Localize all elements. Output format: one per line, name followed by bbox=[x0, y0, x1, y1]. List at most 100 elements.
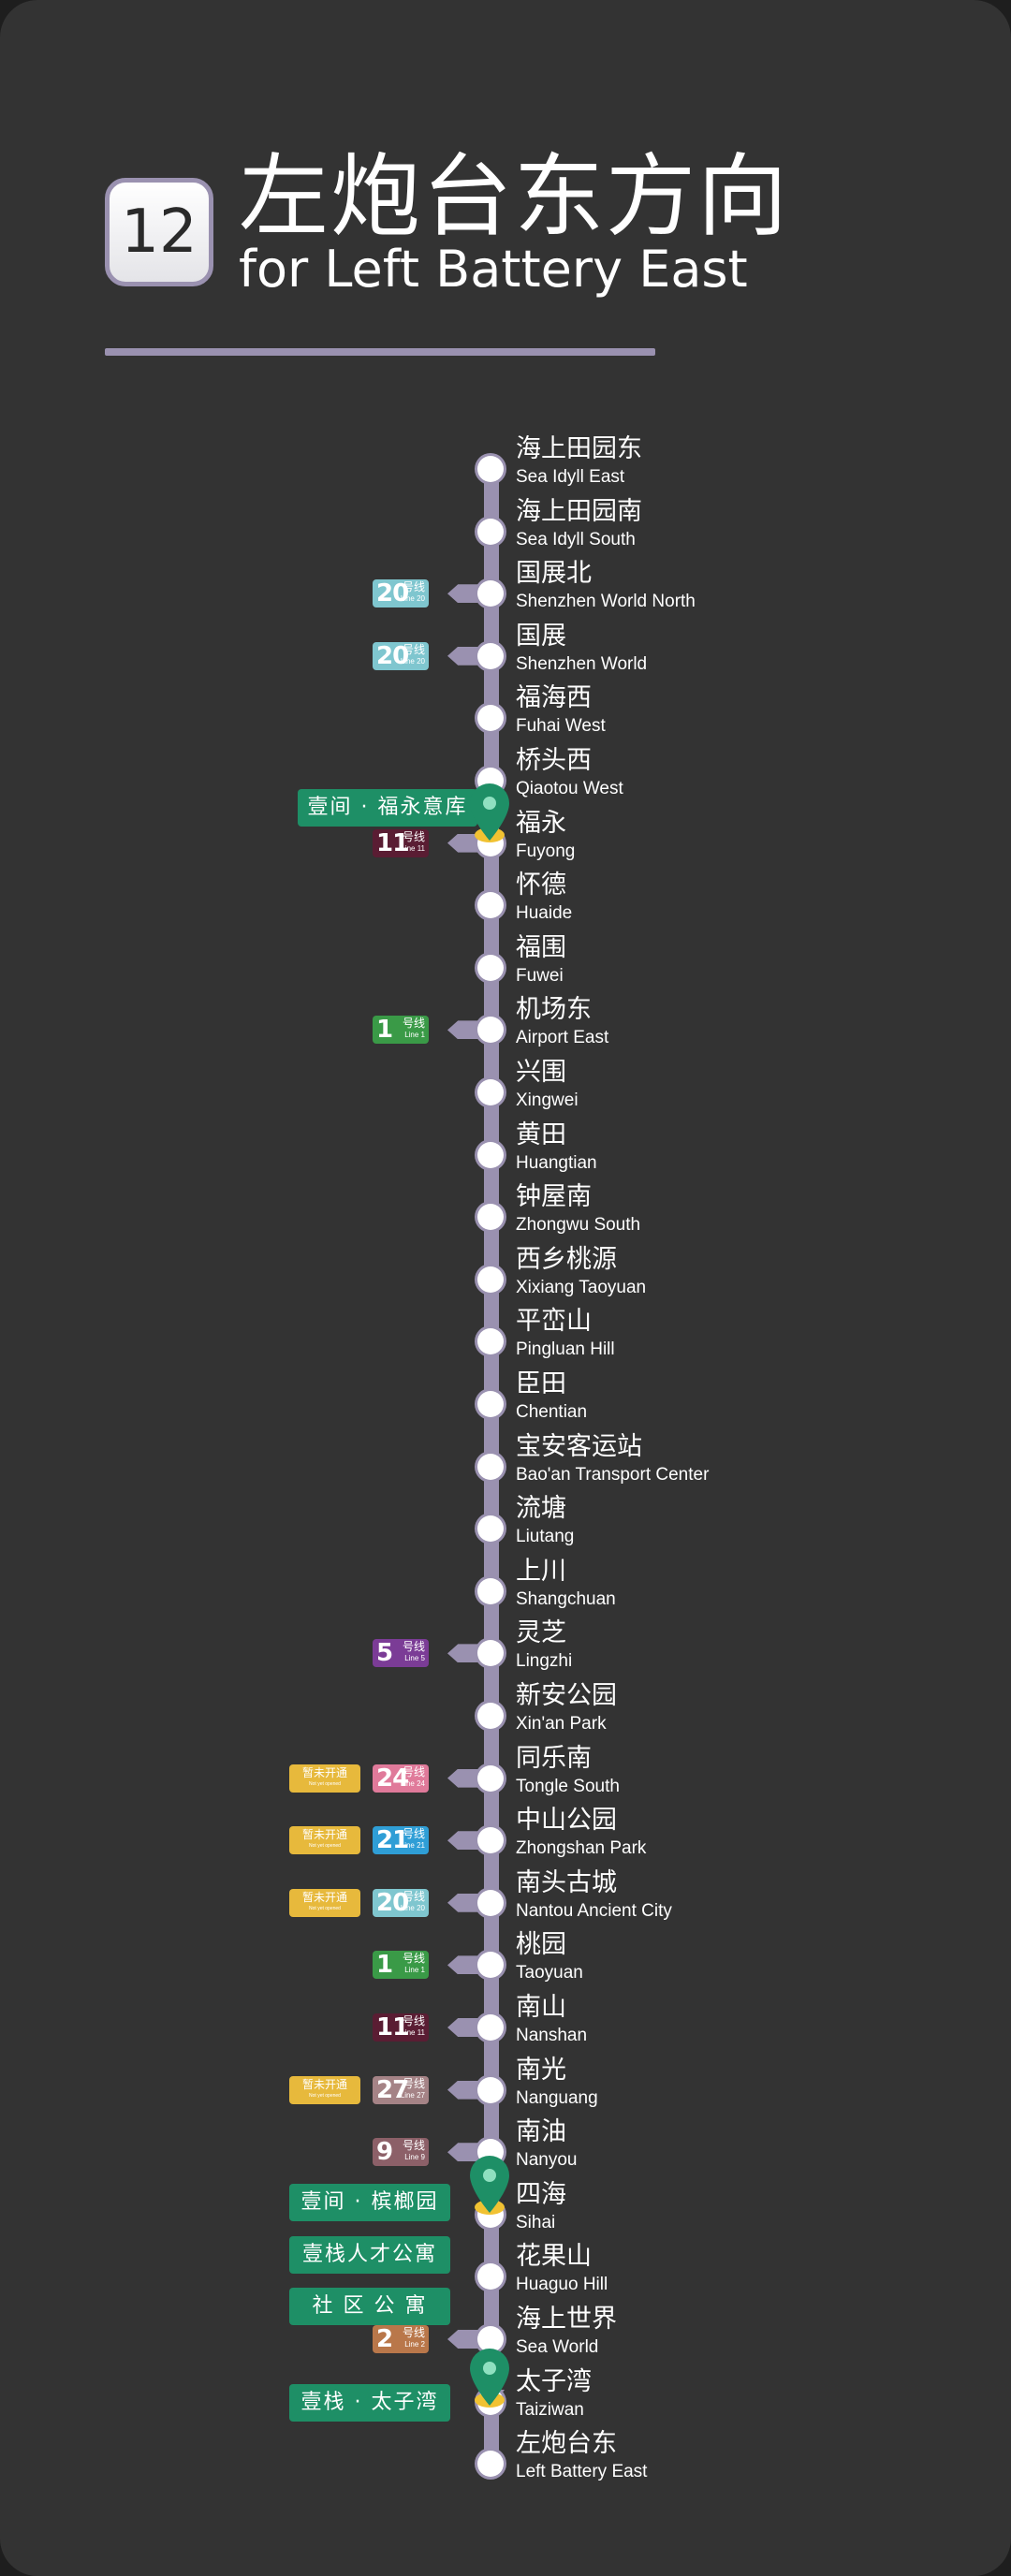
station-name-en: Nanguang bbox=[516, 2087, 598, 2108]
station-name-en: Xixiang Taoyuan bbox=[516, 1277, 647, 1297]
transfer-line-badge: 27 号线 Line 27 bbox=[373, 2075, 429, 2104]
station-row: 宝安客运站 Bao'an Transport Center bbox=[0, 1432, 1011, 1498]
station-name-en: Chentian bbox=[516, 1402, 588, 1422]
station-dot-icon bbox=[477, 1453, 504, 1480]
station-name-en: Sea Idyll East bbox=[516, 467, 625, 487]
station-name-en: Bao'an Transport Center bbox=[516, 1464, 710, 1485]
transfer-connector bbox=[447, 2143, 485, 2162]
station-name-zh: 平峦山 bbox=[516, 1307, 592, 1337]
station-row: 平峦山 Pingluan Hill bbox=[0, 1307, 1011, 1372]
station-name-zh: 南光 bbox=[516, 2055, 566, 2085]
transfer-line-en: Line 20 bbox=[400, 1903, 425, 1912]
transfer-line-number: 5 bbox=[376, 1639, 393, 1668]
station-row: 桥头西 Qiaotou West bbox=[0, 746, 1011, 812]
transfer-line-en: Line 20 bbox=[400, 594, 425, 604]
promo-label: 社 区 公 寓 bbox=[289, 2288, 450, 2325]
station-name-en: Zhongshan Park bbox=[516, 1838, 647, 1859]
station-name-en: Xin'an Park bbox=[516, 1714, 607, 1734]
transfer-line-number: 1 bbox=[376, 1951, 393, 1980]
transfer-line-en: Line 1 bbox=[404, 1031, 425, 1040]
station-name-en: Shangchuan bbox=[516, 1588, 616, 1609]
station-row: 黄田 Huangtian bbox=[0, 1120, 1011, 1186]
transfer-line-en: Line 11 bbox=[401, 2028, 425, 2037]
transfer-line-en: Line 27 bbox=[400, 2090, 425, 2100]
station-dot-icon bbox=[477, 705, 504, 732]
station-name-zh: 黄田 bbox=[516, 1120, 566, 1149]
transfer-line-badge: 11 号线 Line 11 bbox=[373, 2013, 429, 2042]
transfer-line-en: Line 11 bbox=[401, 843, 425, 853]
transfer-connector bbox=[447, 1893, 485, 1912]
transfer-line-number: 20 bbox=[376, 579, 409, 608]
station-name-zh: 桥头西 bbox=[516, 746, 592, 775]
station-row: 20 号线 Line 20 国展 Shenzhen World bbox=[0, 622, 1011, 687]
station-name-zh: 上川 bbox=[516, 1556, 566, 1586]
map-pin-icon bbox=[470, 2156, 509, 2215]
station-name-en: Huangtian bbox=[516, 1152, 597, 1173]
station-name-zh: 四海 bbox=[516, 2179, 566, 2209]
transfer-connector bbox=[447, 1955, 485, 1975]
station-name-en: Taiziwan bbox=[516, 2399, 584, 2420]
station-dot-icon bbox=[477, 2451, 504, 2478]
not-yet-opened-zh: 暂未开通 bbox=[301, 1890, 347, 1904]
not-yet-opened-badge: 暂未开通 Not yet opened bbox=[289, 1888, 360, 1917]
header-divider bbox=[105, 348, 655, 356]
transfer-line-suffix: 号线 bbox=[402, 642, 425, 656]
transfer-line-suffix: 号线 bbox=[402, 1889, 425, 1903]
not-yet-opened-en: Not yet opened bbox=[309, 1843, 341, 1850]
transfer-line-badge: 9 号线 Line 9 bbox=[373, 2138, 429, 2167]
station-row: 1 号线 Line 1 机场东 Airport East bbox=[0, 995, 1011, 1061]
transfer-line-suffix: 号线 bbox=[402, 2326, 425, 2339]
station-row: 钟屋南 Zhongwu South bbox=[0, 1182, 1011, 1248]
station-name-en: Left Battery East bbox=[516, 2462, 648, 2482]
promo-label: 壹栈 · 太子湾 bbox=[289, 2384, 450, 2422]
station-dot-icon bbox=[477, 2014, 504, 2041]
transfer-line-number: 11 bbox=[376, 2013, 409, 2042]
transfer-line-badge: 24 号线 Line 24 bbox=[373, 1764, 429, 1793]
station-name-zh: 海上世界 bbox=[516, 2305, 617, 2334]
station-name-en: Sea Idyll South bbox=[516, 529, 636, 549]
station-name-zh: 花果山 bbox=[516, 2242, 592, 2272]
transfer-line-number: 20 bbox=[376, 1888, 409, 1917]
station-name-en: Pingluan Hill bbox=[516, 1339, 615, 1360]
transfer-connector bbox=[447, 646, 485, 666]
transfer-line-badge: 20 号线 Line 20 bbox=[373, 1888, 429, 1917]
station-name-zh: 福海西 bbox=[516, 683, 592, 713]
promo-label: 壹间 · 槟榔园 bbox=[289, 2184, 450, 2221]
transfer-line-badge: 1 号线 Line 1 bbox=[373, 1951, 429, 1980]
not-yet-opened-en: Not yet opened bbox=[309, 2092, 341, 2099]
station-name-zh: 怀德 bbox=[516, 871, 566, 900]
station-dot-icon bbox=[477, 642, 504, 669]
station-name-zh: 西乡桃源 bbox=[516, 1244, 617, 1274]
station-name-zh: 海上田园南 bbox=[516, 496, 642, 526]
station-row: 11 号线 Line 11 南山 Nanshan bbox=[0, 1993, 1011, 2058]
transfer-connector bbox=[447, 2330, 485, 2349]
transfer-line-number: 27 bbox=[376, 2075, 409, 2104]
station-row: 怀德 Huaide bbox=[0, 871, 1011, 936]
station-row: 新安公园 Xin'an Park bbox=[0, 1681, 1011, 1747]
station-name-en: Fuhai West bbox=[516, 716, 606, 737]
transfer-connector bbox=[447, 584, 485, 604]
transfer-line-badge: 21 号线 Line 21 bbox=[373, 1826, 429, 1855]
transfer-line-suffix: 号线 bbox=[402, 1764, 425, 1778]
station-name-en: Shenzhen World North bbox=[516, 592, 696, 612]
station-row: 11 号线 Line 11 福永 Fuyong bbox=[0, 809, 1011, 874]
transfer-line-number: 24 bbox=[376, 1764, 409, 1793]
station-name-zh: 钟屋南 bbox=[516, 1182, 592, 1212]
promo-label: 壹栈人才公寓 bbox=[289, 2236, 450, 2274]
station-dot-icon bbox=[477, 1141, 504, 1168]
station-row: 臣田 Chentian bbox=[0, 1369, 1011, 1435]
station-name-zh: 灵芝 bbox=[516, 1618, 566, 1648]
station-name-en: Huaguo Hill bbox=[516, 2275, 608, 2295]
station-name-zh: 南山 bbox=[516, 1993, 566, 2022]
station-row: 1 号线 Line 1 桃园 Taoyuan bbox=[0, 1930, 1011, 1996]
station-name-en: Fuwei bbox=[516, 965, 564, 986]
station-name-zh: 海上田园东 bbox=[516, 434, 642, 463]
station-dot-icon bbox=[477, 954, 504, 981]
station-row: 2 号线 Line 2 海上世界 Sea World bbox=[0, 2305, 1011, 2370]
station-dot-icon bbox=[477, 1703, 504, 1729]
station-name-en: Qiaotou West bbox=[516, 779, 623, 798]
station-dot-icon bbox=[477, 1889, 504, 1916]
station-row: 上川 Shangchuan bbox=[0, 1557, 1011, 1622]
station-dot-icon bbox=[477, 1640, 504, 1667]
